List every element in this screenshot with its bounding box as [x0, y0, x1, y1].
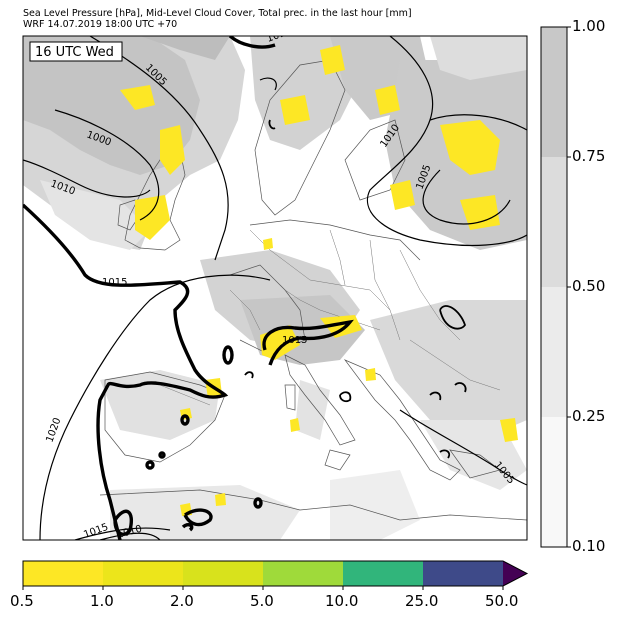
- time-label: 16 UTC Wed: [35, 45, 114, 60]
- cloud-band-025-050: [541, 287, 567, 417]
- precipitation-layer: [120, 45, 518, 516]
- precip-colorbar: [22, 560, 529, 590]
- title-line1: Sea Level Pressure [hPa], Mid-Level Clou…: [23, 8, 412, 19]
- cloud-tick-0.10: 0.10: [572, 537, 606, 555]
- precip-band-3: [183, 561, 263, 586]
- cloud-tick-0.75: 0.75: [572, 147, 606, 165]
- cloud-tick-1.00: 1.00: [572, 17, 606, 35]
- isobars: [23, 36, 527, 540]
- precip-band-extend: [503, 561, 527, 586]
- precip-band-5: [343, 561, 423, 586]
- coastlines: [99, 59, 527, 521]
- isobar-label-1015-biscay: 1015: [102, 277, 127, 288]
- precip-band-2: [103, 561, 183, 586]
- isobar-label-1015-top: 1015: [265, 26, 293, 45]
- borders: [159, 229, 501, 406]
- isobar-1015-small: [244, 119, 467, 459]
- precip-tick-0.5: 0.5: [10, 592, 34, 610]
- map-frame: [22, 35, 528, 541]
- time-box: [29, 41, 123, 62]
- cloud-tick-0.25: 0.25: [572, 407, 606, 425]
- title-line2: WRF 14.07.2019 18:00 UTC +70: [23, 19, 178, 30]
- cloud-band-050-075: [541, 157, 567, 287]
- precip-band-6: [423, 561, 503, 586]
- cloud-band-075-100: [541, 27, 567, 157]
- isobar-1015-thick: [23, 36, 354, 540]
- isobar-label-1010-sw: 1010: [116, 524, 143, 541]
- precip-tick-50.0: 50.0: [485, 592, 519, 610]
- precip-band-4: [263, 561, 343, 586]
- map-panel: 1015 1005 1000 1010 1015 1015 1020 1015 …: [23, 26, 527, 541]
- precip-colorbar-frame: [22, 560, 529, 587]
- cloud-band-010-025: [541, 417, 567, 547]
- precip-tick-5.0: 5.0: [250, 592, 274, 610]
- precip-band-1: [23, 561, 103, 586]
- cloud-colorbar: [540, 26, 571, 548]
- cloud-tick-0.50: 0.50: [572, 277, 606, 295]
- precip-tick-25.0: 25.0: [405, 592, 439, 610]
- isobar-label-1015-alps: 1015: [282, 335, 307, 346]
- precip-tick-10.0: 10.0: [325, 592, 359, 610]
- precip-tick-1.0: 1.0: [90, 592, 114, 610]
- precip-tick-2.0: 2.0: [170, 592, 194, 610]
